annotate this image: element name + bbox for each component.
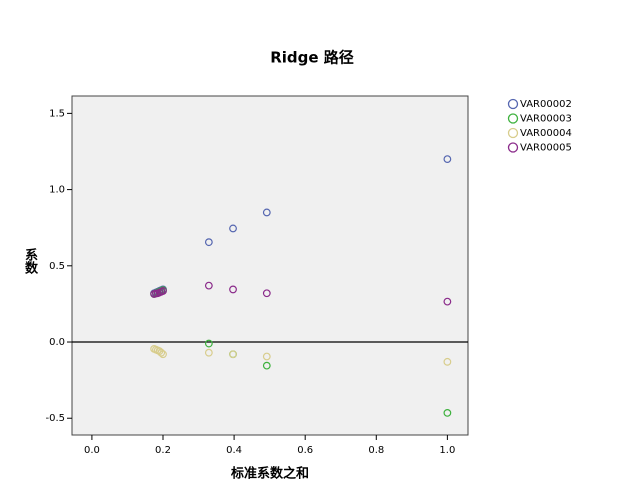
point [443,155,452,164]
legend-label: VAR00005 [520,143,572,154]
x-axis-label: 标准系数之和 [230,466,309,482]
y-tick-label: 1.5 [49,108,65,119]
x-tick-label: 0.6 [297,445,313,456]
x-tick-label: 1.0 [439,445,455,456]
chart-title: Ridge 路径 [270,49,354,67]
y-tick-label: 0.5 [49,261,65,272]
legend-label: VAR00002 [520,99,572,110]
legend-label: VAR00003 [520,114,572,125]
legend-label: VAR00004 [520,128,572,139]
point [204,281,213,290]
point [204,238,213,247]
point [443,408,452,417]
legend-marker [507,127,519,139]
y-tick-label: 1.0 [49,185,65,196]
point [229,285,237,294]
y-axis-label: 系数 [22,248,37,274]
x-tick-label: 0.2 [155,445,171,456]
point [229,350,237,359]
legend-marker [507,98,519,110]
legend-marker [507,142,519,153]
y-tick-label: 0.0 [49,337,65,348]
point [150,290,159,298]
x-tick-label: 0.4 [226,445,242,456]
point [262,361,271,370]
y-tick-label: -0.5 [45,413,65,424]
legend-marker [507,113,519,124]
point [262,352,271,361]
point [262,208,271,217]
x-tick-label: 0.8 [368,445,384,456]
point [443,297,452,306]
point [443,357,452,366]
x-tick-label: 0.0 [84,445,100,456]
plot-area [71,95,469,436]
point [262,289,271,298]
point [229,224,237,233]
point [150,344,159,353]
point [204,339,213,348]
point [204,348,213,357]
